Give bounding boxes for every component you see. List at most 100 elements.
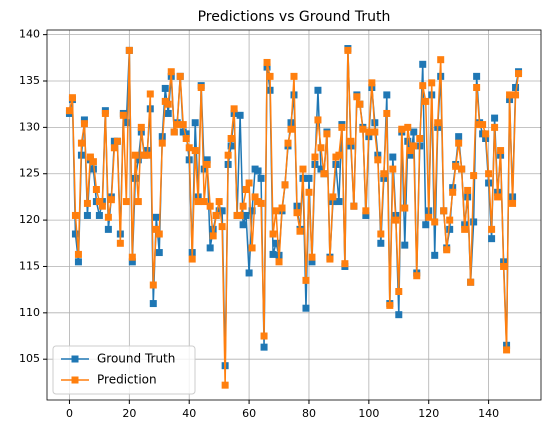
marker [83, 199, 91, 207]
marker [365, 128, 373, 136]
marker [428, 79, 436, 87]
marker [335, 151, 343, 159]
marker [323, 130, 331, 138]
marker [206, 202, 214, 210]
marker [506, 91, 514, 99]
x-tick-label: 0 [66, 407, 73, 420]
marker [71, 211, 79, 219]
marker [407, 147, 415, 155]
marker [494, 193, 502, 201]
marker [344, 46, 352, 54]
marker [338, 123, 346, 131]
marker [437, 56, 445, 64]
marker [260, 332, 268, 340]
marker [389, 165, 397, 173]
x-tick-label: 60 [242, 407, 256, 420]
marker [374, 156, 382, 164]
x-tick-label: 40 [182, 407, 196, 420]
marker [509, 199, 517, 207]
marker [245, 269, 253, 277]
marker [269, 250, 277, 258]
marker [137, 123, 145, 131]
marker [281, 181, 289, 189]
marker [341, 260, 349, 268]
marker [101, 109, 109, 117]
marker [104, 213, 112, 221]
legend: Ground Truth Prediction [52, 345, 196, 395]
marker [410, 142, 418, 150]
marker [242, 211, 250, 219]
marker [467, 278, 475, 286]
marker [260, 343, 268, 351]
marker [299, 165, 307, 173]
marker [455, 133, 463, 141]
marker [422, 97, 430, 105]
marker [218, 223, 226, 231]
chart-title: Predictions vs Ground Truth [198, 9, 391, 25]
marker [188, 255, 196, 263]
marker [92, 185, 100, 193]
marker [80, 120, 88, 128]
marker [164, 100, 172, 108]
marker [143, 151, 151, 159]
x-tick-label: 120 [418, 407, 439, 420]
marker [170, 128, 178, 136]
marker [122, 198, 130, 206]
marker [179, 121, 187, 129]
marker [89, 158, 97, 166]
marker [203, 156, 211, 164]
marker [371, 128, 379, 136]
marker [257, 174, 265, 182]
marker [227, 142, 235, 150]
marker [377, 239, 385, 247]
marker [236, 111, 244, 119]
marker [272, 239, 280, 247]
marker [320, 170, 328, 178]
marker [305, 174, 313, 182]
marker [164, 109, 172, 117]
marker [278, 204, 286, 212]
marker [71, 230, 79, 238]
marker [383, 109, 391, 117]
marker [239, 221, 247, 229]
marker [440, 207, 448, 215]
marker [470, 218, 478, 226]
marker [362, 211, 370, 219]
legend-label: Prediction [97, 373, 157, 387]
plot-frame [46, 29, 542, 401]
y-tick-label: 110 [19, 306, 40, 319]
marker [395, 311, 403, 319]
marker [377, 230, 385, 238]
marker [482, 130, 490, 138]
marker [257, 199, 265, 207]
marker [287, 125, 295, 133]
marker [410, 128, 418, 136]
x-tick-label: 20 [122, 407, 136, 420]
marker [98, 202, 106, 210]
marker [80, 116, 88, 124]
marker [68, 94, 76, 102]
marker [239, 202, 247, 210]
y-tick-label: 120 [19, 213, 40, 226]
marker [125, 46, 133, 54]
marker [119, 111, 127, 119]
marker [515, 70, 523, 78]
marker [158, 139, 166, 147]
marker [290, 72, 298, 80]
marker [263, 58, 271, 66]
marker [395, 288, 403, 296]
marker [488, 225, 496, 233]
marker [254, 167, 262, 175]
marker [152, 213, 160, 221]
marker [149, 300, 157, 308]
y-tick-label: 140 [19, 28, 40, 41]
marker [89, 165, 97, 173]
marker [83, 211, 91, 219]
marker [413, 272, 421, 280]
marker [449, 188, 457, 196]
marker [251, 193, 259, 201]
marker [359, 125, 367, 133]
marker [272, 207, 280, 215]
marker [353, 93, 361, 101]
